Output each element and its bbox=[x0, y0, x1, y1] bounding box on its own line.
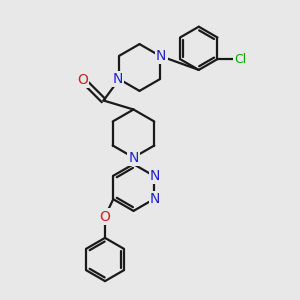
Text: O: O bbox=[100, 210, 110, 224]
Text: N: N bbox=[150, 169, 160, 183]
Text: N: N bbox=[128, 151, 139, 164]
Text: N: N bbox=[150, 192, 160, 206]
Text: N: N bbox=[112, 72, 123, 86]
Text: Cl: Cl bbox=[234, 52, 246, 66]
Text: N: N bbox=[156, 49, 166, 63]
Text: O: O bbox=[77, 73, 88, 86]
